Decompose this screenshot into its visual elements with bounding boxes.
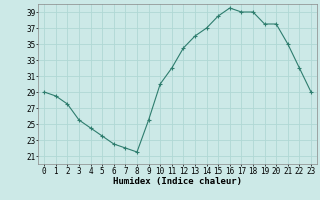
- X-axis label: Humidex (Indice chaleur): Humidex (Indice chaleur): [113, 177, 242, 186]
